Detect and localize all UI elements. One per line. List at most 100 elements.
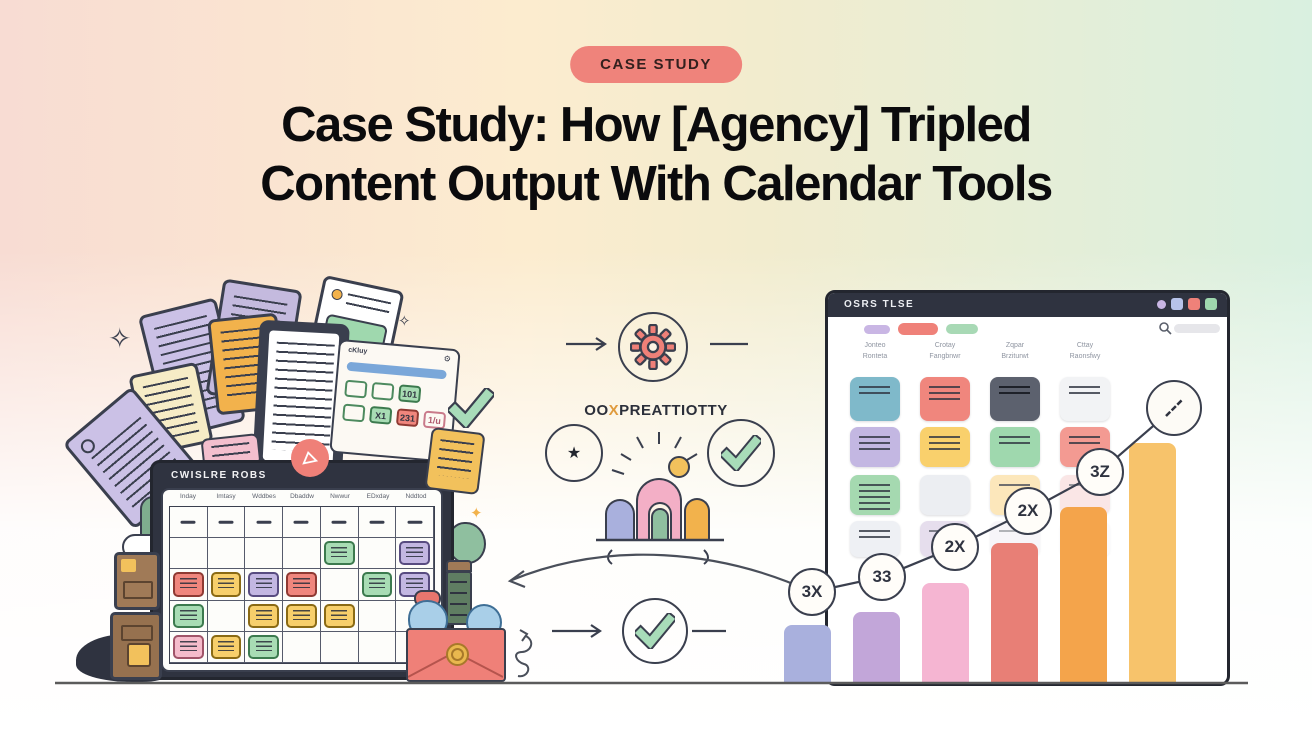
calendar-day-label: Wddbes: [252, 493, 276, 500]
calendar-cell: [358, 631, 397, 663]
calendar-cell: [245, 507, 284, 539]
calendar-cell: [283, 631, 321, 663]
calendar-sticky-note: [210, 572, 242, 597]
spreadsheet-row: 101: [344, 379, 451, 406]
growth-multiplier-badge: 3Z: [1076, 448, 1124, 496]
flow-caption-x: X: [608, 402, 620, 419]
spreadsheet-row: X1 231 1/u: [342, 403, 449, 430]
kanban-column-header-line1: Jonteo: [864, 342, 886, 349]
calendar-body: Inday Imtasy Wddbes Dbaddw Nwwur EDxday Nddtod: [161, 488, 443, 672]
kanban-column-header-line2: Brziturwt: [1001, 352, 1029, 360]
calendar-dash: [293, 520, 309, 524]
calendar-cell: [170, 631, 208, 663]
mini-curl-arrows: [607, 549, 709, 565]
kanban-column-header: Zqpar Brziturwt: [982, 341, 1048, 363]
calendar-cell: [170, 507, 208, 539]
calendar-sticky-note: [399, 541, 430, 566]
calendar-sticky-note: [286, 572, 317, 597]
calendar-cell: [245, 569, 284, 601]
calendar-dash: [256, 520, 272, 524]
calendar-sticky-note: [286, 603, 317, 628]
spreadsheet-cell: 231: [395, 408, 420, 428]
calendar-cell: [358, 600, 397, 632]
flow-caption-suffix: PREATTIOTTY: [619, 402, 728, 419]
growth-multiplier-label: 33: [872, 567, 892, 586]
growth-bar: [991, 543, 1038, 684]
kanban-card: [1060, 377, 1110, 421]
calendar-cell: [320, 600, 359, 632]
window-controls: [1157, 298, 1217, 310]
growth-multiplier-label: 2X: [1017, 501, 1039, 520]
storage-box: [110, 612, 162, 680]
check-circle: [622, 598, 688, 664]
calendar-dash: [180, 520, 196, 524]
sticky-note-yellow: [424, 426, 486, 496]
calendar-cell: [320, 538, 359, 570]
alert-circle-icon: [291, 439, 329, 477]
gear-icon: [630, 324, 676, 370]
progress-bar: [346, 361, 447, 380]
kanban-column-header-line2: Raonsfwy: [1069, 352, 1101, 360]
calendar-sticky-note: [173, 572, 204, 597]
window-button-minimize: [1171, 298, 1183, 310]
kanban-card: [920, 427, 970, 467]
calendar-day-label: Imtasy: [216, 493, 236, 500]
calendar-cell: [320, 507, 359, 539]
calendar-cell: [207, 600, 246, 632]
page-title-line2: Content Output With Calendar Tools: [260, 156, 1053, 211]
window-button-dot: [1157, 299, 1166, 309]
calendar-cell: [207, 538, 246, 570]
kanban-card: [990, 377, 1040, 421]
spreadsheet-cell: [371, 381, 395, 401]
spreadsheet-panel-title: cKluy: [347, 346, 368, 356]
kanban-card: [850, 475, 900, 515]
calendar-sticky-note: [248, 572, 280, 597]
spreadsheet-cell: X1: [368, 405, 393, 425]
check-circle: [707, 419, 775, 487]
calendar-cell: [320, 631, 359, 663]
kanban-column-header-line1: Crotay: [934, 342, 956, 349]
kanban-column-header-line1: Zqpar: [1005, 342, 1025, 349]
growth-bar: [922, 583, 969, 684]
kanban-card: [850, 377, 900, 421]
sparkle-icon: ✧: [108, 323, 132, 354]
arch-green: [651, 508, 669, 540]
growth-multiplier-badge: 2X: [1004, 487, 1052, 535]
kanban-card: [850, 427, 900, 467]
calendar-cell: [245, 538, 284, 570]
growth-multiplier-label: 3Z: [1090, 462, 1110, 481]
growth-multiplier-badge: 33: [858, 553, 906, 601]
arch-purple: [605, 499, 635, 540]
calendar-dash: [369, 520, 385, 524]
calendar-day-label: EDxday: [366, 493, 390, 500]
kanban-card: [850, 521, 900, 557]
calendar-day-label: Nddtod: [405, 493, 427, 500]
kanban-column-header: Jonteo Ronteta: [842, 341, 908, 363]
toolbar-pill-green: [946, 324, 978, 334]
toolbar-pill-salmon: [898, 323, 938, 335]
spreadsheet-cell: [344, 379, 368, 399]
growth-multiplier-badge: 2X: [931, 523, 979, 571]
storage-box: [114, 552, 160, 610]
calendar-cell: [170, 600, 208, 632]
calendar-cell: [207, 631, 246, 663]
squiggle-doodle: [515, 629, 533, 678]
star-icon: ★: [566, 445, 582, 462]
pen-icon: [1165, 399, 1183, 417]
kanban-card: [990, 427, 1040, 467]
toolbar-pill-lavender: [864, 325, 890, 334]
flow-caption: OOXPREATTIOTTY: [556, 402, 756, 419]
calendar-day-label: Dbaddw: [290, 493, 314, 500]
search-field[interactable]: [1174, 324, 1220, 333]
calendar-cell: [358, 507, 397, 539]
calendar-sticky-note: [323, 603, 355, 628]
calendar-cell: [245, 600, 284, 632]
kanban-card: [920, 377, 970, 421]
calendar-day-label: Nwwur: [330, 493, 350, 500]
sun-icon: [668, 456, 690, 478]
window-button-close: [1188, 298, 1200, 310]
calendar-cell: [283, 538, 321, 570]
calendar-cell: [283, 569, 321, 601]
calendar-cell: [245, 631, 284, 663]
star-circle: ★: [545, 424, 603, 482]
